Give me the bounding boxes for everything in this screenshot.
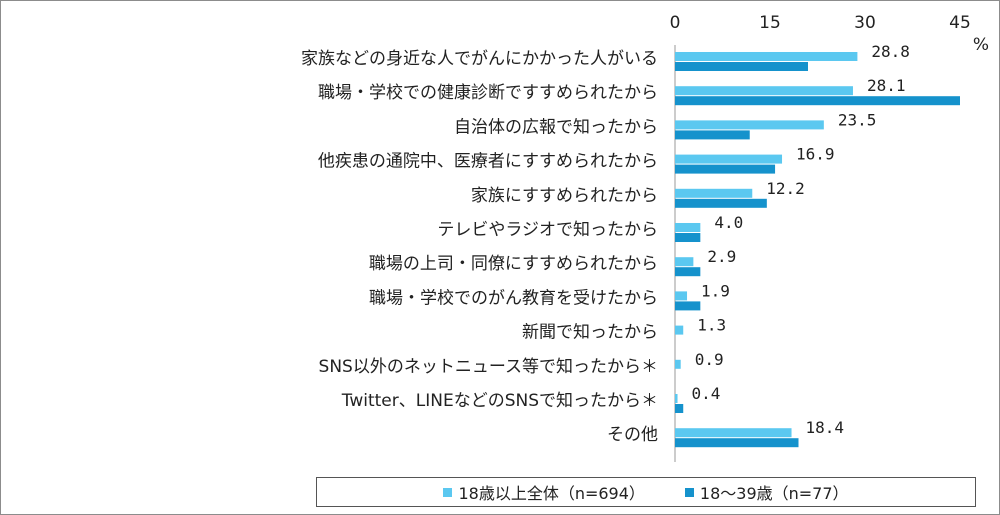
bar-all	[675, 120, 824, 130]
value-label: 1.9	[701, 281, 730, 300]
legend-swatch-all	[443, 487, 453, 497]
category-label: 職場の上司・同僚にすすめられたから	[369, 254, 658, 274]
bar-18-39	[675, 267, 701, 277]
value-label: 18.4	[806, 418, 845, 437]
category-label: 家族などの身近な人でがんにかかった人がいる	[301, 49, 658, 69]
bar-18-39	[675, 404, 684, 413]
bar-all	[675, 394, 678, 403]
bar-all	[675, 257, 694, 267]
category-label: 自治体の広報で知ったから	[454, 117, 658, 137]
category-label: その他	[607, 425, 658, 445]
x-tick-label: 30	[854, 13, 876, 33]
legend-item-all: 18歳以上全体（n=694）	[443, 480, 645, 504]
chart-legend: 18歳以上全体（n=694） 18～39歳（n=77）	[316, 477, 976, 507]
bar-all	[675, 223, 701, 232]
bar-18-39	[675, 198, 767, 208]
bar-18-39	[675, 438, 799, 448]
value-label: 16.9	[796, 145, 835, 164]
legend-label-all: 18歳以上全体（n=694）	[458, 484, 645, 503]
category-label: 職場・学校でのがん教育を受けたから	[369, 288, 658, 308]
x-tick-label: 45	[949, 13, 971, 33]
bar-18-39	[675, 233, 701, 242]
bar-all	[675, 154, 783, 164]
value-label: 1.3	[697, 316, 726, 335]
value-label: 28.1	[867, 76, 906, 95]
category-label: SNS以外のネットニュース等で知ったから＊	[319, 357, 658, 377]
x-tick-label: 0	[670, 13, 681, 33]
category-label: テレビやラジオで知ったから	[437, 220, 658, 240]
value-label: 12.2	[766, 179, 805, 198]
category-label: 家族にすすめられたから	[471, 186, 658, 206]
legend-item-18-39: 18～39歳（n=77）	[684, 480, 849, 504]
category-label: 他疾患の通院中、医療者にすすめられたから	[318, 152, 658, 172]
legend-label-18-39: 18～39歳（n=77）	[699, 484, 849, 503]
bar-18-39	[675, 96, 960, 106]
category-label: 職場・学校での健康診断ですすめられたから	[318, 83, 658, 103]
bar-18-39	[675, 301, 701, 311]
value-label: 28.8	[871, 42, 910, 61]
bar-all	[675, 325, 684, 335]
value-label: 4.0	[714, 213, 743, 232]
bar-all	[675, 428, 792, 438]
bar-all	[675, 86, 853, 96]
bar-all	[675, 291, 688, 301]
value-label: 2.9	[707, 247, 736, 266]
bar-all	[675, 52, 858, 61]
value-label: 23.5	[838, 110, 877, 129]
category-label: Twitter、LINEなどのSNSで知ったから＊	[341, 391, 658, 411]
category-label: 新聞で知ったから	[522, 323, 658, 343]
bar-18-39	[675, 62, 808, 71]
value-label: 0.9	[695, 350, 724, 369]
legend-swatch-18-39	[684, 487, 694, 497]
bar-18-39	[675, 164, 776, 174]
bar-all	[675, 359, 681, 369]
bar-18-39	[675, 130, 750, 140]
value-label: 0.4	[692, 384, 721, 403]
unit-label: %	[973, 35, 989, 55]
x-tick-label: 15	[759, 13, 781, 33]
bar-all	[675, 188, 753, 198]
